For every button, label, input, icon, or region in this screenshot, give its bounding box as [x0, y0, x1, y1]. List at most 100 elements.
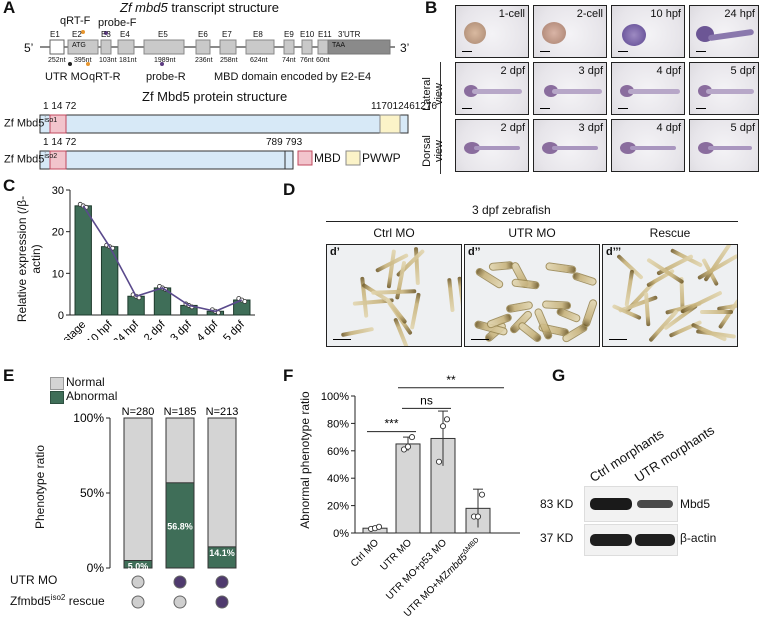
- exon-size-10: 76nt: [300, 57, 314, 64]
- exon-e4: [117, 39, 135, 55]
- b-photo-dor-3dpf: 3 dpf: [533, 119, 607, 172]
- c-ylabel: Relative expression (/β-actin): [15, 195, 43, 323]
- d-photo-ctrl: d’: [326, 244, 462, 347]
- exon-e7: [219, 39, 237, 55]
- exon-e11: [317, 39, 329, 55]
- exon-e2: [67, 39, 99, 55]
- exon-label-6: E6: [198, 30, 208, 39]
- g-band-utr-mbd5: [637, 500, 673, 508]
- c-ytick-label: 30: [52, 185, 64, 197]
- g-band-ctrl-mbd5: [590, 498, 632, 510]
- transcript-title: Zf mbd5 transcript structure: [120, 0, 279, 15]
- probe-f-marker: [104, 31, 108, 35]
- f-ytick-label: 40%: [327, 473, 349, 485]
- e-legend-abnormal: Abnormal: [66, 389, 118, 403]
- panel-a-letter: A: [3, 0, 16, 17]
- f-point: [474, 513, 482, 520]
- g-band-utr-actin: [635, 534, 675, 546]
- exon-label-5: E5: [158, 30, 168, 39]
- fish-larva: [371, 289, 417, 295]
- exon-size-2: 395nt: [74, 57, 92, 64]
- e-row-rescue: Zfmbd5iso2 rescue: [10, 593, 105, 608]
- panel-c-letter: C: [3, 176, 16, 195]
- g-blot-actin: [584, 524, 678, 556]
- b-photo-lat-5dpf: 5 dpf: [689, 62, 759, 115]
- c-bar: [74, 205, 92, 316]
- d-group-ctrl: Ctrl MO: [373, 226, 415, 240]
- fish-larva: [700, 309, 734, 314]
- c-point: [242, 299, 248, 304]
- f-bar: [465, 507, 491, 534]
- exon-e8: [245, 39, 275, 55]
- probe-r-label: probe-R: [146, 71, 186, 83]
- c-ytick-label: 10: [52, 268, 64, 280]
- e-bar-normal: [207, 417, 237, 569]
- b-dor-3dpf: 3 dpf: [578, 122, 603, 134]
- panel-b-letter: B: [425, 0, 438, 17]
- g-prot-mbd5: Mbd5: [680, 497, 711, 511]
- f-xtick-label: UTR MO: [378, 537, 414, 573]
- e-row-utr-mo: UTR MO: [10, 573, 58, 587]
- exon-e5: [143, 39, 185, 55]
- panel-d-letter: D: [283, 180, 296, 199]
- b-lat-4dpf: 4 dpf: [656, 65, 681, 77]
- exon-size-11: 60nt: [316, 57, 330, 64]
- exon-size-1: 252nt: [48, 57, 66, 64]
- exon-size-5: 1989nt: [154, 57, 176, 64]
- atg-label: ATG: [72, 42, 86, 49]
- legend-pwwp-label: PWWP: [362, 151, 401, 165]
- e-legend-abnormal-box: [50, 391, 64, 404]
- qrt-f-label: qRT-F: [60, 15, 91, 27]
- five-prime-label: 5’: [24, 41, 34, 55]
- exon-e6: [195, 39, 211, 55]
- d-title: 3 dpf zebrafish: [472, 203, 551, 217]
- b-photo-dor-5dpf: 5 dpf: [689, 119, 759, 172]
- e-dot-utr-mo: [131, 575, 145, 589]
- f-point: [439, 423, 447, 430]
- e-chart: 0% 50% 100% N=280 5.0% N=185 56.8% N=213 14.1%: [73, 406, 239, 609]
- f-point: [478, 491, 486, 498]
- d-tag-rescue: d’’’: [606, 246, 622, 258]
- g-lane-utr: UTR morphants: [631, 422, 717, 485]
- e-pct-label: 56.8%: [167, 521, 193, 531]
- b-photo-lat-3dpf: 3 dpf: [533, 62, 607, 115]
- b-photo-dor-4dpf: 4 dpf: [611, 119, 685, 172]
- b-label-10hpf: 10 hpf: [650, 8, 681, 20]
- e-legend-normal: Normal: [66, 375, 105, 389]
- fish-larva: [457, 276, 461, 310]
- b-label-2cell: 2-cell: [576, 8, 603, 20]
- f-ytick-label: 0%: [333, 528, 349, 540]
- iso2-right-numbers: 789 793: [266, 137, 303, 148]
- b-label-1cell: 1-cell: [498, 8, 525, 20]
- mbd-note: MBD domain encoded by E2-E4: [214, 71, 372, 83]
- fish-larva: [717, 299, 737, 330]
- b-side-divider: [440, 62, 441, 174]
- qrt-f-marker: [81, 30, 85, 34]
- f-point: [404, 443, 412, 450]
- fish-larva: [542, 300, 572, 310]
- qrt-r-label: qRT-R: [89, 71, 121, 83]
- b-photo-1cell: 1-cell: [455, 5, 529, 58]
- fish-larva: [581, 297, 599, 329]
- e-n-label: N=213: [206, 406, 239, 418]
- legend-pwwp-box: [345, 150, 361, 166]
- exon-e10: [301, 39, 313, 55]
- iso2-tail: [284, 150, 294, 170]
- legend-mbd-box: [297, 150, 313, 166]
- b-lat-2dpf: 2 dpf: [500, 65, 525, 77]
- b-photo-dor-2dpf: 2 dpf: [455, 119, 529, 172]
- e-ytick-label: 0%: [87, 561, 105, 575]
- fish-larva: [571, 271, 599, 287]
- c-xtick-label: 24 hpf: [111, 318, 142, 340]
- c-xtick-label: 4 dpf: [195, 318, 221, 340]
- g-prot-actin: β-actin: [680, 531, 717, 545]
- e-bar-normal: [123, 417, 153, 569]
- b-lateral-view-label: Lateral view: [421, 77, 445, 111]
- exon-label-3: E3: [101, 30, 111, 39]
- legend-mbd-label: MBD: [314, 151, 341, 165]
- f-ytick-label: 100%: [321, 391, 349, 403]
- iso2-numbers: 1 14 72: [43, 137, 77, 148]
- g-band-ctrl-actin: [590, 534, 632, 546]
- f-xtick-label: Ctrl MO: [349, 537, 381, 569]
